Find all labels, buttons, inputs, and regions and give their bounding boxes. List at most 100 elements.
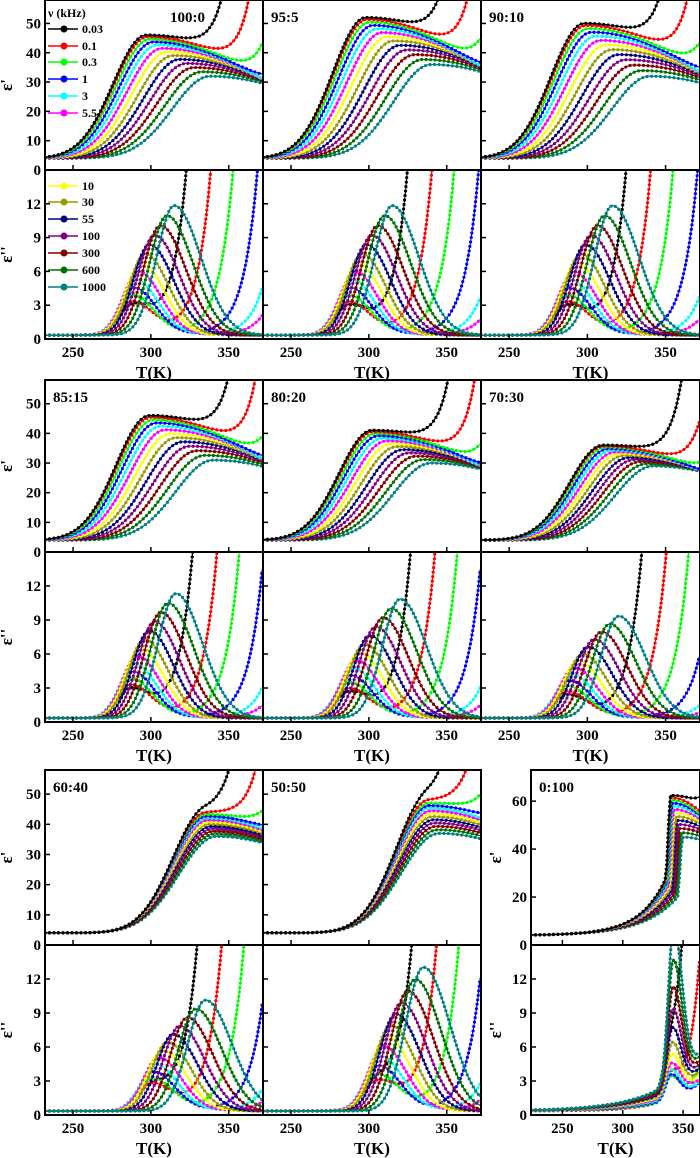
series-markers-10 xyxy=(263,35,481,160)
y-tick-label: 0 xyxy=(520,938,528,954)
series-markers-0.3 xyxy=(45,170,235,337)
x-axis-label: T(K) xyxy=(354,363,390,382)
series-line-10 xyxy=(263,36,481,159)
series-markers-10 xyxy=(45,432,263,542)
y-axis-label-imag: ε'' xyxy=(0,629,16,646)
x-axis-label: T(K) xyxy=(354,1139,390,1158)
y-tick-label: 9 xyxy=(34,1006,42,1022)
series-markers-1000 xyxy=(45,834,263,935)
series-markers-600 xyxy=(45,832,263,935)
x-tick-label: 350 xyxy=(435,345,458,361)
x-axis-label: T(K) xyxy=(136,746,172,765)
series-markers-0.3 xyxy=(45,37,263,159)
series-line-1000 xyxy=(45,592,263,719)
series-markers-0.03 xyxy=(263,0,440,159)
y-tick-label: 30 xyxy=(26,456,41,472)
series-markers-3 xyxy=(45,278,263,337)
y-axis-label-real: ε' xyxy=(0,460,16,472)
y-tick-label: 9 xyxy=(34,613,42,629)
legend-marker-30 xyxy=(60,198,68,206)
series-markers-55 xyxy=(263,818,481,935)
x-tick-label: 250 xyxy=(551,1121,574,1137)
x-tick-label: 300 xyxy=(140,728,163,744)
y-axis-label-real: ε' xyxy=(0,852,16,864)
y-axis-label-imag: ε'' xyxy=(0,1022,16,1039)
y-tick-label: 9 xyxy=(34,231,42,247)
y-tick-label: 0 xyxy=(34,1108,42,1124)
x-tick-label: 350 xyxy=(217,345,240,361)
series-line-0.1 xyxy=(263,552,436,719)
x-axis-label: T(K) xyxy=(598,1139,634,1158)
series-markers-300 xyxy=(45,829,263,935)
composition-label: 85:15 xyxy=(53,390,88,406)
series-line-0.3 xyxy=(45,38,263,158)
y-tick-label: 0 xyxy=(34,938,42,954)
series-markers-0.3 xyxy=(263,945,461,1113)
series-line-10 xyxy=(45,821,263,934)
legend-label: 300 xyxy=(82,246,100,260)
eps-real-panel-100:0 xyxy=(45,0,263,160)
series-markers-30 xyxy=(481,47,700,160)
series-line-1000 xyxy=(45,835,263,934)
eps-imag-panel-100:0 xyxy=(45,170,263,337)
series-markers-1000 xyxy=(481,614,700,720)
panel-frame xyxy=(530,944,700,1116)
panel-frame xyxy=(262,769,482,946)
series-line-55 xyxy=(481,243,700,336)
y-axis-label-real: ε' xyxy=(486,852,505,864)
x-tick-label: 350 xyxy=(435,1121,458,1137)
series-line-0.03 xyxy=(263,945,413,1112)
y-tick-label: 30 xyxy=(26,75,41,91)
series-markers-10 xyxy=(481,43,700,160)
series-markers-1000 xyxy=(45,591,263,720)
series-markers-0.1 xyxy=(263,945,439,1113)
x-tick-label: 350 xyxy=(217,1121,240,1137)
y-tick-label: 6 xyxy=(34,264,42,280)
series-line-0.3 xyxy=(45,419,263,540)
composition-label: 90:10 xyxy=(489,10,524,26)
y-tick-label: 12 xyxy=(26,197,41,213)
series-markers-3 xyxy=(263,666,481,720)
eps-real-panel-85:15 xyxy=(45,380,263,542)
legend-marker-3 xyxy=(60,92,68,100)
series-markers-0.03 xyxy=(45,380,230,541)
series-markers-55 xyxy=(481,242,700,337)
legend-label: 3 xyxy=(82,89,88,103)
series-line-300 xyxy=(481,631,700,719)
y-tick-label: 0 xyxy=(34,332,42,348)
legend-marker-300 xyxy=(60,249,68,257)
series-line-1000 xyxy=(263,832,481,934)
x-tick-label: 250 xyxy=(280,345,303,361)
series-markers-1000 xyxy=(263,831,481,935)
panel-frame xyxy=(44,769,264,946)
eps-real-panel-95:5 xyxy=(263,0,481,160)
y-tick-label: 3 xyxy=(34,298,42,314)
series-line-3 xyxy=(45,279,263,336)
legend-label: 100 xyxy=(82,229,100,243)
series-markers-3 xyxy=(481,34,700,160)
legend-marker-10 xyxy=(60,182,68,190)
y-tick-label: 0 xyxy=(34,715,42,731)
series-markers-0.03 xyxy=(45,770,231,935)
series-markers-0.03 xyxy=(481,0,660,159)
series-markers-5.5 xyxy=(481,38,700,160)
x-tick-label: 250 xyxy=(62,1121,85,1137)
y-tick-label: 6 xyxy=(520,1040,528,1056)
y-tick-label: 9 xyxy=(520,1006,528,1022)
series-markers-1000 xyxy=(263,203,481,337)
series-line-0.1 xyxy=(263,945,437,1112)
series-line-30 xyxy=(481,454,700,541)
series-markers-3 xyxy=(45,424,263,542)
x-tick-label: 250 xyxy=(280,1121,303,1137)
y-tick-label: 40 xyxy=(26,426,41,442)
y-tick-label: 20 xyxy=(512,890,527,906)
eps-real-panel-50:50 xyxy=(263,770,481,935)
series-markers-1000 xyxy=(481,203,700,337)
series-markers-0.3 xyxy=(481,27,700,159)
legend-marker-0.3 xyxy=(60,58,68,66)
y-tick-label: 20 xyxy=(26,486,41,502)
y-tick-label: 40 xyxy=(512,842,527,858)
x-tick-label: 350 xyxy=(435,728,458,744)
composition-label: 50:50 xyxy=(271,780,306,796)
